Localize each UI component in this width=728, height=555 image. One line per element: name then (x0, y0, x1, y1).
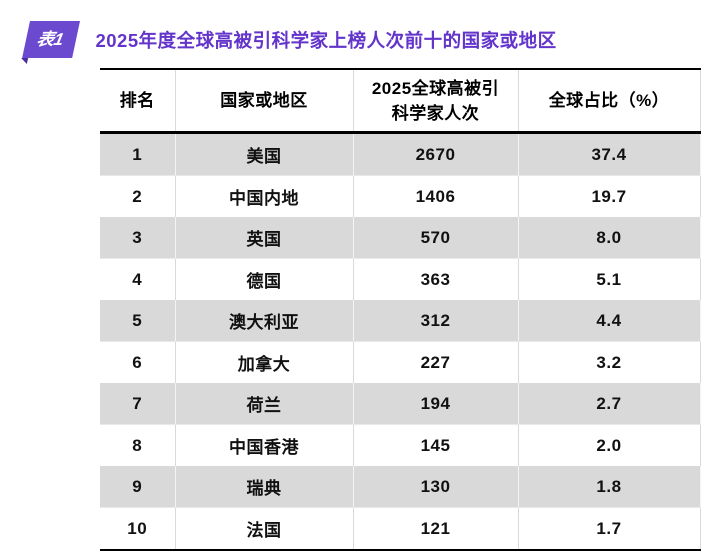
cell-region: 中国内地 (175, 175, 354, 217)
cell-count: 1406 (353, 175, 519, 217)
cell-rank: 7 (100, 383, 176, 425)
cell-share: 1.8 (518, 466, 701, 508)
cell-count: 2670 (353, 132, 519, 176)
col-header-count-line2: 科学家人次 (391, 103, 480, 123)
cell-rank: 8 (100, 424, 176, 466)
cell-share: 2.0 (518, 424, 701, 466)
cell-rank: 1 (100, 132, 176, 176)
cell-region: 英国 (175, 217, 354, 259)
table-row: 9 瑞典 130 1.8 (100, 466, 701, 508)
col-header-count: 2025全球高被引 科学家人次 (353, 68, 519, 134)
cell-count: 227 (353, 341, 519, 383)
cell-share: 5.1 (518, 258, 701, 300)
cell-region: 中国香港 (175, 424, 354, 466)
page-title: 2025年度全球高被引科学家上榜人次前十的国家或地区 (95, 29, 557, 51)
cell-share: 37.4 (518, 132, 701, 176)
col-header-rank: 排名 (100, 68, 176, 134)
cell-share: 1.7 (518, 507, 701, 551)
table-number-badge-label: 表1 (35, 30, 66, 49)
cell-share: 8.0 (518, 217, 701, 259)
table-row: 7 荷兰 194 2.7 (100, 383, 701, 425)
table-caption: 表1 2025年度全球高被引科学家上榜人次前十的国家或地区 (22, 21, 557, 58)
cell-rank: 10 (100, 507, 176, 551)
table-header-row: 排名 国家或地区 2025全球高被引 科学家人次 全球占比（%） (100, 68, 701, 134)
col-header-share: 全球占比（%） (518, 68, 701, 134)
cell-rank: 6 (100, 341, 176, 383)
table-row: 1 美国 2670 37.4 (100, 132, 701, 176)
cell-share: 4.4 (518, 300, 701, 342)
table-number-badge: 表1 (22, 21, 81, 58)
cell-region: 荷兰 (175, 383, 354, 425)
cell-region: 德国 (175, 258, 354, 300)
cell-count: 312 (353, 300, 519, 342)
table-row: 4 德国 363 5.1 (100, 258, 701, 300)
table-row: 8 中国香港 145 2.0 (100, 424, 701, 466)
cell-rank: 5 (100, 300, 176, 342)
table-header: 排名 国家或地区 2025全球高被引 科学家人次 全球占比（%） (100, 68, 701, 134)
table-row: 2 中国内地 1406 19.7 (100, 175, 701, 217)
table-row: 10 法国 121 1.7 (100, 507, 701, 551)
cell-region: 美国 (175, 132, 354, 176)
cell-share: 2.7 (518, 383, 701, 425)
cell-count: 121 (353, 507, 519, 551)
cell-count: 570 (353, 217, 519, 259)
table-row: 5 澳大利亚 312 4.4 (100, 300, 701, 342)
cell-count: 145 (353, 424, 519, 466)
table-row: 3 英国 570 8.0 (100, 217, 701, 259)
cell-rank: 3 (100, 217, 176, 259)
cell-rank: 9 (100, 466, 176, 508)
table-body: 1 美国 2670 37.4 2 中国内地 1406 19.7 3 英国 570… (100, 132, 701, 551)
cell-rank: 2 (100, 175, 176, 217)
cell-region: 法国 (175, 507, 354, 551)
cell-count: 130 (353, 466, 519, 508)
cell-region: 加拿大 (175, 341, 354, 383)
cell-rank: 4 (100, 258, 176, 300)
cell-share: 19.7 (518, 175, 701, 217)
col-header-region: 国家或地区 (175, 68, 354, 134)
ranking-table: 排名 国家或地区 2025全球高被引 科学家人次 全球占比（%） 1 美国 26… (100, 68, 701, 551)
cell-share: 3.2 (518, 341, 701, 383)
cell-count: 363 (353, 258, 519, 300)
col-header-count-line1: 2025全球高被引 (371, 78, 500, 98)
cell-region: 瑞典 (175, 466, 354, 508)
table-row: 6 加拿大 227 3.2 (100, 341, 701, 383)
cell-region: 澳大利亚 (175, 300, 354, 342)
cell-count: 194 (353, 383, 519, 425)
